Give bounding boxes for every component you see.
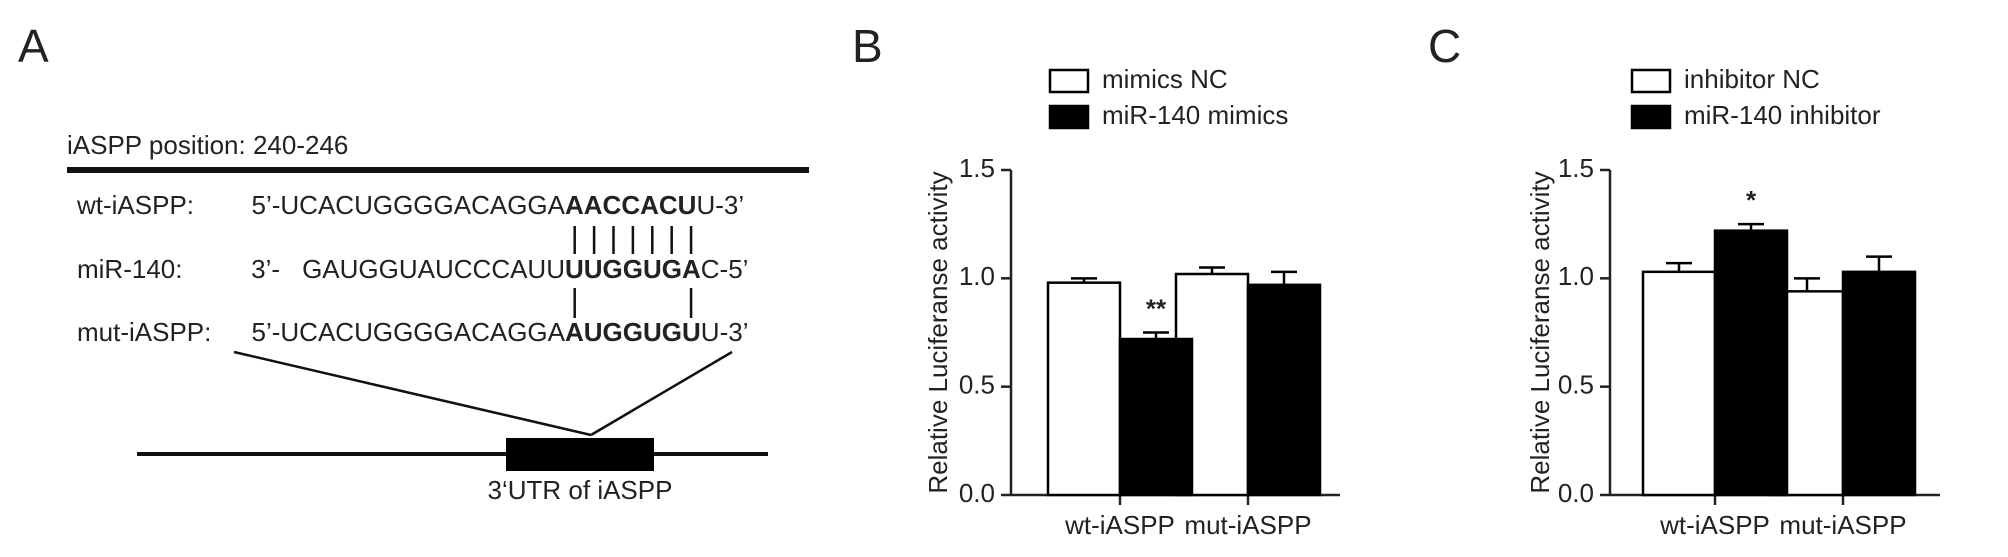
row-label: wt-iASPP:	[76, 190, 194, 220]
error-bar	[1143, 331, 1169, 339]
sequence: UUGGUGA	[565, 254, 701, 284]
bar	[1246, 283, 1322, 497]
y-tick-label: 0.0	[959, 478, 995, 508]
panel-label: C	[1428, 20, 1461, 72]
legend-label: miR-140 mimics	[1102, 100, 1288, 130]
row-label: mut-iASPP:	[77, 317, 211, 347]
error-bar	[1866, 255, 1892, 272]
legend-swatch	[1048, 68, 1090, 94]
y-axis-label: Relative Luciferanse activity	[1525, 171, 1555, 493]
x-tick-label: mut-iASPP	[1184, 510, 1311, 540]
zoom-line	[233, 350, 592, 437]
error-bar	[1794, 277, 1820, 292]
row-label: miR-140:	[77, 254, 182, 284]
error-bar	[1666, 261, 1692, 272]
sequence: U	[682, 317, 701, 347]
legend-label: inhibitor NC	[1684, 64, 1820, 94]
x-tick-label: wt-iASPP	[1064, 510, 1175, 540]
sequence: UGGUG	[584, 317, 682, 347]
legend-label: mimics NC	[1102, 64, 1228, 94]
sequence: 5’-UCACUGGGGACAGGA	[252, 317, 566, 347]
error-bar	[1071, 277, 1097, 283]
utr-label: 3‘UTR of iASPP	[488, 475, 673, 505]
diagram-title: iASPP position: 240-246	[67, 130, 348, 160]
y-tick-label: 1.5	[1558, 153, 1594, 183]
significance: *	[1746, 185, 1757, 215]
bar	[1118, 337, 1194, 497]
error-bar	[1271, 270, 1297, 285]
panel-label: B	[852, 20, 883, 72]
bar	[1046, 281, 1122, 497]
sequence: 3’-	[251, 254, 280, 284]
error-bar	[1738, 222, 1764, 231]
y-axis-label: Relative Luciferanse activity	[923, 171, 953, 493]
utr-box	[506, 438, 654, 471]
y-tick-label: 0.5	[959, 370, 995, 400]
panel-label: A	[18, 20, 49, 72]
y-tick-label: 1.0	[959, 261, 995, 291]
sequence: AACCACU	[565, 190, 696, 220]
x-tick-label: wt-iASPP	[1659, 510, 1770, 540]
significance: **	[1146, 293, 1167, 323]
sequence: A	[565, 317, 584, 347]
legend-swatch	[1048, 104, 1090, 130]
sequence: 5’-UCACUGGGGACAGGA	[252, 190, 566, 220]
y-tick-label: 1.5	[959, 153, 995, 183]
y-tick-label: 1.0	[1558, 261, 1594, 291]
sequence: U-3’	[701, 317, 749, 347]
bar	[1841, 270, 1917, 497]
y-tick-label: 0.0	[1558, 478, 1594, 508]
zoom-line	[590, 350, 733, 437]
legend-swatch	[1630, 68, 1672, 94]
x-tick-label: mut-iASPP	[1779, 510, 1906, 540]
legend-swatch	[1630, 104, 1672, 130]
bar	[1713, 229, 1789, 497]
y-tick-label: 0.5	[1558, 370, 1594, 400]
bar	[1641, 270, 1717, 497]
sequence: U-3’	[696, 190, 744, 220]
sequence: GAUGGUAUCCCAUU	[302, 254, 565, 284]
legend-label: miR-140 inhibitor	[1684, 100, 1881, 130]
sequence: C-5’	[701, 254, 749, 284]
error-bar	[1199, 266, 1225, 274]
